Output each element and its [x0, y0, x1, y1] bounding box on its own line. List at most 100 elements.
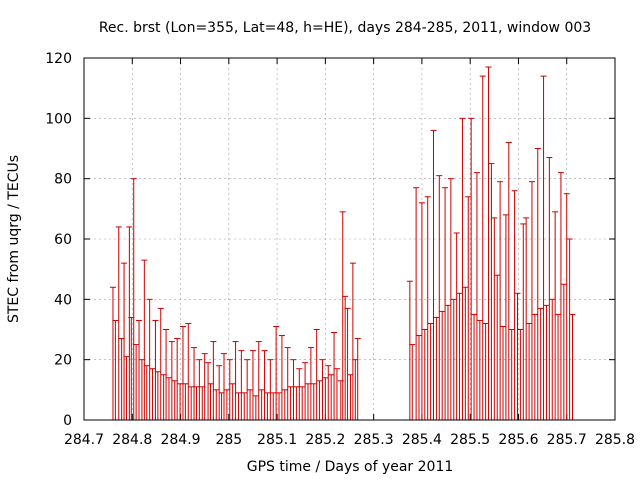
data-point [296, 368, 303, 421]
data-point [319, 359, 326, 421]
data-point [238, 350, 245, 421]
data-point [264, 392, 271, 421]
data-point [546, 157, 553, 421]
data-point [322, 377, 329, 421]
data-point [313, 329, 320, 421]
data-point [333, 368, 340, 421]
data-point [482, 322, 489, 421]
x-tick-label: 285.3 [354, 432, 394, 448]
data-point [249, 350, 256, 421]
x-tick-label: 284.9 [160, 432, 200, 448]
data-point [418, 202, 425, 421]
data-point [552, 211, 559, 421]
data-point [157, 307, 164, 421]
data-points [109, 66, 576, 421]
data-point [453, 232, 460, 421]
data-point [416, 335, 423, 421]
data-point [563, 193, 570, 421]
data-point [284, 347, 291, 421]
data-point [278, 335, 285, 421]
data-point [287, 386, 294, 421]
data-point [258, 389, 265, 421]
data-point [540, 75, 547, 421]
data-point [566, 238, 573, 421]
data-point [505, 141, 512, 421]
data-point [508, 329, 515, 421]
data-point [299, 386, 306, 421]
y-tick-label: 80 [54, 172, 72, 188]
data-point [232, 341, 239, 421]
data-point [267, 359, 274, 421]
data-point [557, 172, 564, 421]
data-point [560, 283, 567, 421]
data-point [252, 395, 259, 421]
data-point [421, 329, 428, 421]
data-point [514, 292, 521, 421]
data-point [302, 362, 309, 421]
data-point [531, 313, 538, 421]
x-tick-label: 285.2 [305, 432, 345, 448]
data-point [511, 190, 518, 421]
data-point [497, 181, 504, 421]
y-tick-label: 0 [63, 413, 72, 429]
data-point [281, 389, 288, 421]
data-point [569, 313, 576, 421]
x-tick-label: 285.7 [547, 432, 587, 448]
data-point [523, 217, 530, 421]
data-point [188, 386, 195, 421]
data-point [491, 217, 498, 421]
data-point [436, 175, 443, 421]
data-point [255, 341, 262, 421]
y-tick-label: 100 [45, 111, 72, 127]
x-tick-label: 285.4 [402, 432, 442, 448]
data-point [290, 359, 297, 421]
data-point [468, 117, 475, 421]
x-tick-label: 285.5 [450, 432, 490, 448]
data-point [488, 163, 495, 421]
data-point [331, 332, 338, 421]
y-tick-label: 20 [54, 353, 72, 369]
data-point [543, 304, 550, 421]
data-point [316, 380, 323, 421]
data-point [241, 392, 248, 421]
axis-ticks: 284.7 284.8 284.9 285 285.1 285.2 285.3 285.4 28… [45, 51, 635, 448]
data-point [471, 313, 478, 421]
y-axis-label: STEC from uqrg / TECUs [6, 155, 22, 323]
plot-frame [83, 57, 616, 421]
data-point [534, 148, 541, 421]
y-tick-label: 60 [54, 232, 72, 248]
data-point [526, 322, 533, 421]
y-tick-label: 40 [54, 292, 72, 308]
data-point [555, 313, 562, 421]
data-point [136, 319, 143, 421]
data-point [304, 383, 311, 421]
data-point [427, 322, 434, 421]
data-point [261, 350, 268, 421]
data-point [247, 389, 254, 421]
data-point [273, 325, 280, 421]
data-point [433, 316, 440, 421]
x-tick-label: 285.1 [257, 432, 297, 448]
data-point [165, 377, 172, 421]
data-point [235, 392, 242, 421]
data-point [520, 223, 527, 421]
data-point [528, 181, 535, 421]
data-point [500, 325, 507, 421]
data-point [439, 310, 446, 421]
data-point [293, 386, 300, 421]
data-point [485, 66, 492, 421]
data-point [476, 319, 483, 421]
data-point [149, 368, 156, 421]
chart-title: Rec. brst (Lon=355, Lat=48, h=HE), days … [99, 20, 591, 36]
x-tick-label: 285.8 [595, 432, 635, 448]
data-point [185, 322, 192, 421]
data-point [424, 196, 431, 421]
x-tick-label: 285 [215, 432, 242, 448]
data-point [430, 129, 437, 421]
x-tick-label: 284.8 [112, 432, 152, 448]
data-point [479, 75, 486, 421]
x-axis-label: GPS time / Days of year 2011 [247, 459, 454, 475]
data-point [270, 392, 277, 421]
data-point [494, 274, 501, 421]
